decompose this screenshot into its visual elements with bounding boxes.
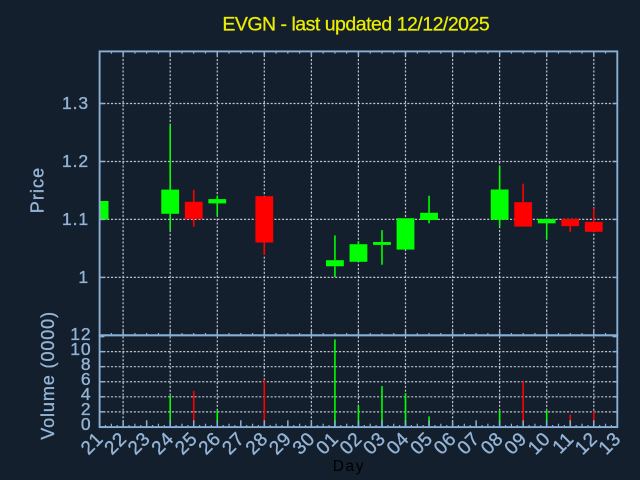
svg-text:6: 6	[81, 369, 92, 389]
svg-text:Volume (0000): Volume (0000)	[38, 311, 58, 440]
svg-text:4: 4	[81, 384, 92, 404]
svg-text:10: 10	[70, 339, 91, 359]
svg-text:1.2: 1.2	[62, 151, 89, 171]
svg-text:EVGN - last updated 12/12/2025: EVGN - last updated 12/12/2025	[222, 13, 490, 35]
svg-text:Price: Price	[28, 167, 48, 214]
svg-text:8: 8	[81, 354, 92, 374]
svg-text:2: 2	[81, 399, 92, 419]
svg-text:Day: Day	[333, 458, 365, 475]
svg-text:1.3: 1.3	[62, 93, 89, 113]
svg-text:1: 1	[78, 267, 89, 287]
svg-text:1.1: 1.1	[62, 209, 89, 229]
svg-text:12: 12	[70, 324, 91, 344]
svg-text:0: 0	[81, 414, 92, 434]
